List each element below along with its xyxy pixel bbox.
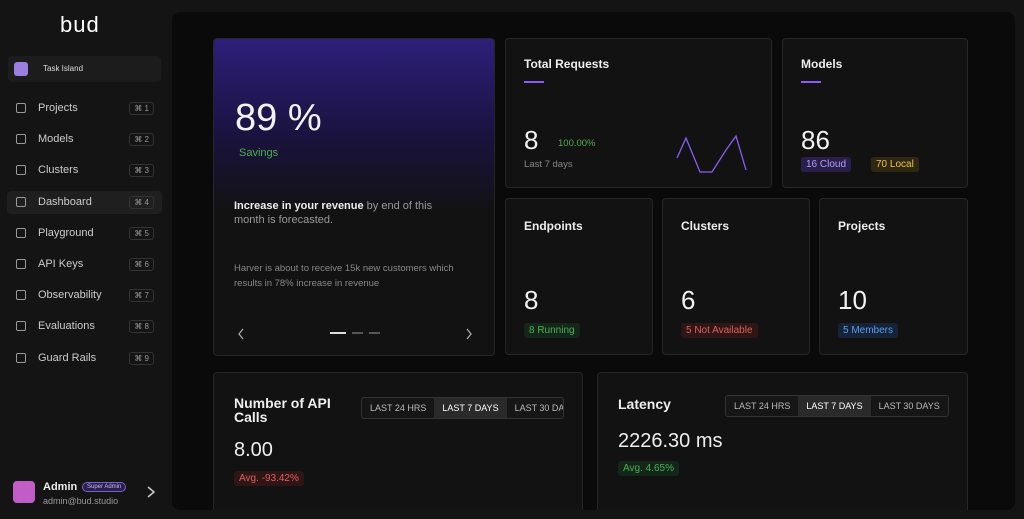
- accent: [524, 81, 544, 83]
- range-tabs: LAST 24 HRS LAST 7 DAYS LAST 30 DAYS: [725, 395, 949, 417]
- expand[interactable]: [146, 485, 156, 499]
- avg: Avg. 4.65%: [618, 461, 679, 476]
- card-value: 10: [838, 285, 867, 315]
- period: Last 7 days: [524, 159, 573, 170]
- user-email: admin@bud.studio: [43, 496, 119, 506]
- range-tab[interactable]: LAST 24 HRS: [370, 403, 427, 413]
- nav-label: API Keys: [38, 258, 84, 270]
- avg: Avg. -93.42%: [234, 471, 304, 486]
- status: 8 Running: [524, 323, 580, 338]
- nav-label: Clusters: [38, 164, 79, 177]
- nav-label: Playground: [38, 226, 94, 239]
- nav-label: Dashboard: [38, 195, 92, 208]
- card-value: 8: [524, 125, 539, 155]
- nav-shortcut: ⌘ 6: [129, 258, 154, 271]
- nav-item[interactable]: Evaluations ⌘ 8: [7, 315, 162, 338]
- local-count: 70 Local: [871, 157, 919, 172]
- nav-shortcut: ⌘ 3: [129, 164, 154, 178]
- workspace[interactable]: Task Island: [8, 56, 161, 82]
- card-value: 2226.30 ms: [618, 430, 723, 452]
- nav-icon: [16, 259, 26, 269]
- nav-item[interactable]: Guard Rails ⌘ 9: [7, 347, 162, 370]
- nav-icon: [16, 290, 26, 301]
- nav-label: Evaluations: [38, 320, 95, 333]
- clusters-card: Clusters 6 5 Not Available: [662, 198, 810, 355]
- range-tab[interactable]: LAST 30 DAYS: [878, 401, 940, 411]
- nav-shortcut: ⌘ 2: [129, 133, 154, 147]
- nav-item[interactable]: Dashboard ⌘ 4: [7, 190, 162, 214]
- api-calls-card: Number of API Calls LAST 24 HRS LAST 7 DA…: [213, 372, 583, 510]
- status: 5 Members: [838, 323, 899, 338]
- total-requests-card: Total Requests 8 100.00% Last 7 days: [505, 38, 772, 188]
- avatar: [13, 481, 35, 503]
- card-value: 86: [801, 125, 830, 155]
- workspace-name: Task Island: [43, 64, 84, 73]
- nav-shortcut: ⌘ 1: [129, 102, 154, 115]
- range-tab[interactable]: LAST 7 DAYS: [434, 398, 507, 418]
- sparkline: [676, 134, 747, 173]
- nav-item[interactable]: Observability ⌘ 7: [7, 284, 162, 307]
- headline-strong: Increase in your revenue: [234, 200, 364, 212]
- range-tabs: LAST 24 HRS LAST 7 DAYS LAST 30 DAYS: [361, 397, 564, 419]
- carousel-controls[interactable]: [236, 327, 476, 341]
- nav-icon: [16, 196, 26, 207]
- hero-value: 89 %: [235, 97, 322, 139]
- hero-trend: Savings: [239, 147, 279, 159]
- cloud-count: 16 Cloud: [801, 157, 852, 172]
- card-title: Endpoints: [524, 219, 583, 233]
- nav-item[interactable]: Models ⌘ 2: [7, 128, 162, 151]
- user-name: Admin: [43, 481, 78, 493]
- nav-icon: [16, 134, 26, 145]
- nav-shortcut: ⌘ 8: [129, 320, 154, 334]
- change: 100.00%: [558, 138, 596, 149]
- projects-card: Projects 10 5 Members: [819, 198, 968, 355]
- models-card: Models 86 16 Cloud 70 Local: [782, 38, 968, 188]
- nav-icon: [16, 321, 26, 332]
- nav-label: Models: [38, 133, 74, 146]
- hero-headline: Increase in your revenue by end of this …: [234, 199, 464, 227]
- card-title: Projects: [838, 219, 886, 233]
- card-value: 8: [524, 285, 539, 315]
- nav-shortcut: ⌘ 7: [129, 289, 154, 303]
- card-title: Latency: [618, 396, 671, 412]
- nav-shortcut: ⌘ 4: [129, 195, 154, 209]
- card-value: 8.00: [234, 439, 273, 461]
- nav-item[interactable]: API Keys ⌘ 6: [7, 253, 162, 276]
- card-title: Number of API Calls: [234, 395, 331, 425]
- status: 5 Not Available: [681, 323, 758, 338]
- headline-rest: by end of this month is forecasted.: [234, 200, 433, 226]
- logo: bud: [60, 12, 100, 37]
- nav-icon: [16, 103, 26, 113]
- nav-icon: [16, 227, 26, 238]
- latency-card: Latency LAST 24 HRS LAST 7 DAYS LAST 30 DA…: [597, 372, 968, 510]
- nav-label: Guard Rails: [38, 351, 97, 364]
- range-tab[interactable]: LAST 7 DAYS: [798, 396, 871, 416]
- nav-item[interactable]: Clusters ⌘ 3: [7, 159, 162, 182]
- card-title: Clusters: [681, 219, 730, 233]
- nav-label: Projects: [38, 102, 78, 114]
- user-badge: Super Admin: [82, 482, 127, 492]
- hero-card: 89 % Savings Increase in your revenue by…: [213, 38, 495, 356]
- nav-shortcut: ⌘ 5: [129, 226, 154, 240]
- nav-shortcut: ⌘ 9: [129, 351, 154, 365]
- hero-note: Harver is about to receive 15k new custo…: [234, 263, 454, 289]
- nav-label: Observability: [38, 289, 102, 302]
- accent: [801, 81, 821, 83]
- workspace-icon: [14, 62, 28, 76]
- card-title: Total Requests: [524, 57, 610, 71]
- nav-icon: [16, 165, 26, 176]
- nav-item[interactable]: Projects ⌘ 1: [7, 97, 162, 120]
- card-title: Models: [801, 57, 843, 71]
- card-value: 6: [681, 285, 696, 315]
- nav-item[interactable]: Playground ⌘ 5: [7, 222, 162, 245]
- range-tab[interactable]: LAST 30 DAYS: [514, 403, 564, 413]
- endpoints-card: Endpoints 8 8 Running: [505, 198, 653, 355]
- nav-icon: [16, 352, 26, 363]
- main: 89 % Savings Increase in your revenue by…: [172, 12, 1015, 510]
- range-tab[interactable]: LAST 24 HRS: [734, 401, 791, 411]
